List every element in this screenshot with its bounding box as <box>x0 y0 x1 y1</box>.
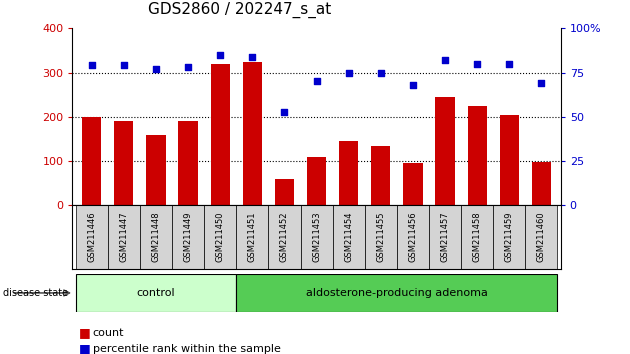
Point <box>87 63 97 68</box>
Point <box>183 64 193 70</box>
Text: control: control <box>137 288 175 298</box>
Bar <box>146 135 166 205</box>
Point <box>151 66 161 72</box>
Point <box>375 70 386 75</box>
Point <box>472 61 482 67</box>
Bar <box>525 205 558 269</box>
Bar <box>371 145 391 205</box>
Text: GSM211446: GSM211446 <box>87 212 96 263</box>
Point <box>248 54 258 59</box>
Text: GSM211459: GSM211459 <box>505 212 514 262</box>
Bar <box>236 274 558 312</box>
Bar <box>243 62 262 205</box>
Bar <box>307 156 326 205</box>
Text: ■: ■ <box>79 342 91 354</box>
Bar <box>467 106 487 205</box>
Bar <box>532 162 551 205</box>
Point <box>215 52 226 58</box>
Bar <box>461 205 493 269</box>
Point <box>408 82 418 88</box>
Bar <box>236 205 268 269</box>
Text: GSM211448: GSM211448 <box>151 212 161 263</box>
Bar <box>435 97 455 205</box>
Bar <box>210 64 230 205</box>
Text: GSM211449: GSM211449 <box>183 212 193 262</box>
Bar <box>403 163 423 205</box>
Text: ■: ■ <box>79 326 91 339</box>
Bar <box>397 205 429 269</box>
Bar <box>275 179 294 205</box>
Bar <box>333 205 365 269</box>
Text: disease state: disease state <box>3 288 68 298</box>
Point <box>504 61 514 67</box>
Text: count: count <box>93 328 124 338</box>
Text: aldosterone-producing adenoma: aldosterone-producing adenoma <box>306 288 488 298</box>
Text: GSM211457: GSM211457 <box>440 212 450 263</box>
Text: GSM211460: GSM211460 <box>537 212 546 263</box>
Point <box>280 109 290 114</box>
Text: GSM211450: GSM211450 <box>215 212 225 262</box>
Bar <box>178 121 198 205</box>
Point <box>343 70 353 75</box>
Text: GSM211455: GSM211455 <box>376 212 386 262</box>
Bar <box>114 121 134 205</box>
Text: GSM211456: GSM211456 <box>408 212 418 263</box>
Point <box>536 80 546 86</box>
Bar <box>172 205 204 269</box>
Bar <box>429 205 461 269</box>
Bar <box>339 141 358 205</box>
Text: GSM211452: GSM211452 <box>280 212 289 262</box>
Bar <box>301 205 333 269</box>
Bar <box>493 205 525 269</box>
Text: GSM211447: GSM211447 <box>119 212 129 263</box>
Point <box>440 57 450 63</box>
Bar <box>365 205 397 269</box>
Bar <box>76 205 108 269</box>
Text: percentile rank within the sample: percentile rank within the sample <box>93 344 280 354</box>
Bar <box>82 117 101 205</box>
Text: GSM211454: GSM211454 <box>344 212 353 262</box>
Point <box>312 79 322 84</box>
Bar <box>268 205 301 269</box>
Bar <box>140 205 172 269</box>
Bar <box>204 205 236 269</box>
Bar <box>108 205 140 269</box>
Text: GDS2860 / 202247_s_at: GDS2860 / 202247_s_at <box>148 1 331 18</box>
Point <box>119 63 129 68</box>
Text: GSM211451: GSM211451 <box>248 212 257 262</box>
Text: GSM211458: GSM211458 <box>472 212 482 263</box>
Bar <box>500 115 519 205</box>
Text: GSM211453: GSM211453 <box>312 212 321 263</box>
Bar <box>76 274 236 312</box>
